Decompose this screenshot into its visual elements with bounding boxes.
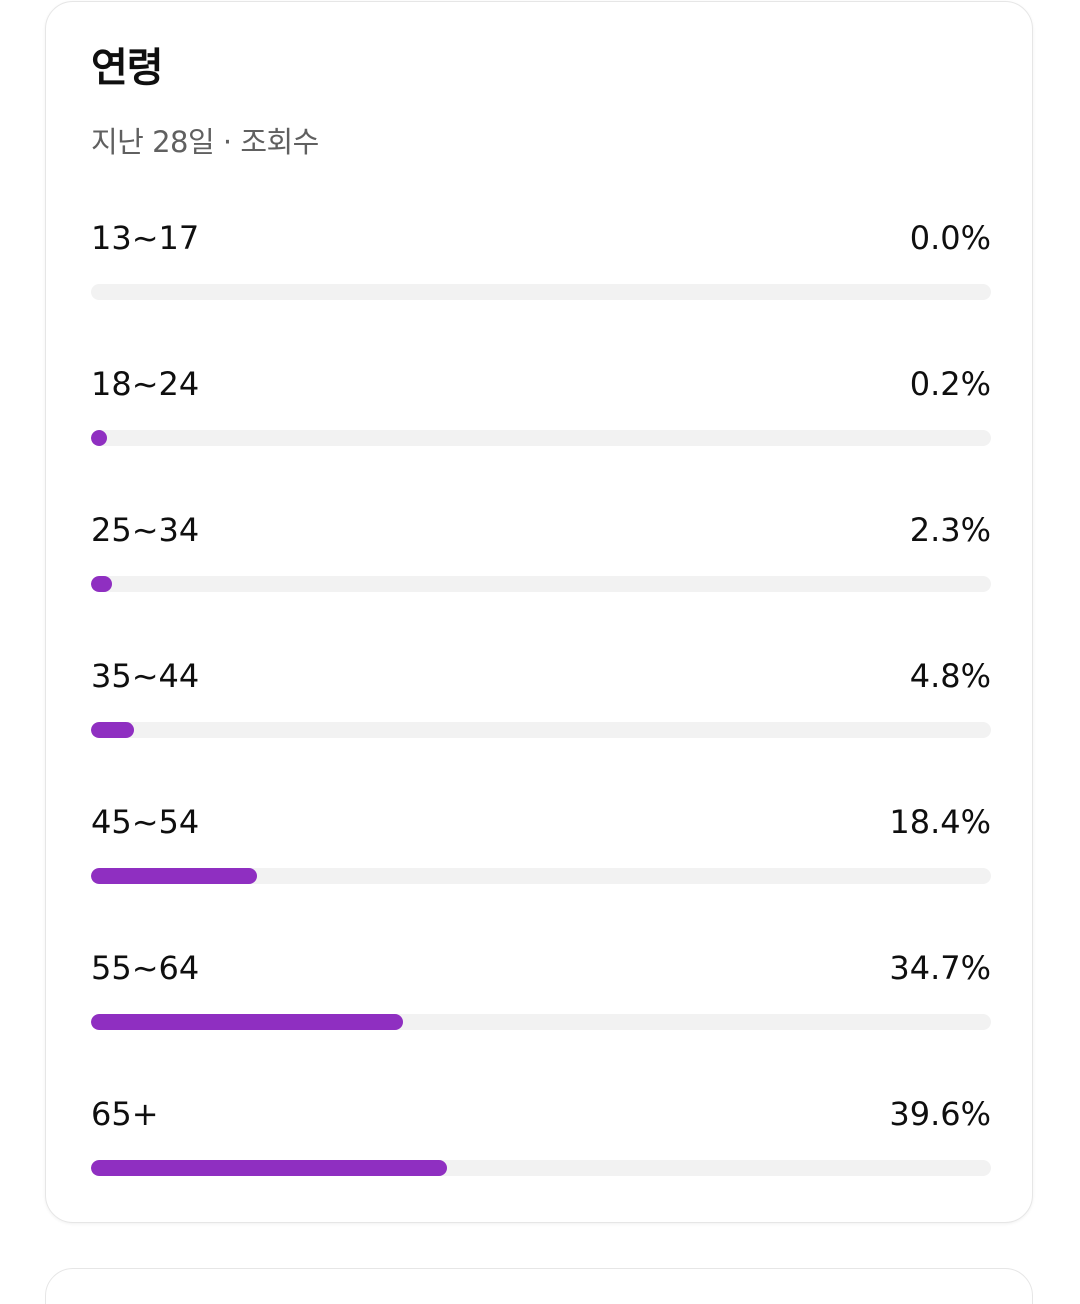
age-rows: 13~17 0.0% 18~24 0.2% 25~34 2.3% <box>91 222 991 1244</box>
age-label: 25~34 <box>91 511 200 549</box>
age-row-65-plus: 65+ 39.6% <box>91 1098 991 1244</box>
age-label: 13~17 <box>91 219 200 257</box>
age-card: 연령 지난 28일 · 조회수 13~17 0.0% 18~24 0.2% 25… <box>45 1 1033 1223</box>
progress-track <box>91 868 991 884</box>
card-title: 연령 <box>91 45 164 91</box>
age-row-45-54: 45~54 18.4% <box>91 806 991 952</box>
age-label: 18~24 <box>91 365 200 403</box>
age-row-18-24: 18~24 0.2% <box>91 368 991 514</box>
progress-fill <box>91 430 107 446</box>
age-percent: 4.8% <box>909 657 991 695</box>
progress-fill <box>91 576 112 592</box>
age-percent: 0.0% <box>909 219 991 257</box>
progress-track <box>91 1160 991 1176</box>
age-row-25-34: 25~34 2.3% <box>91 514 991 660</box>
age-row-55-64: 55~64 34.7% <box>91 952 991 1098</box>
progress-track <box>91 1014 991 1030</box>
age-label: 65+ <box>91 1095 159 1133</box>
age-label: 35~44 <box>91 657 200 695</box>
age-percent: 34.7% <box>889 949 991 987</box>
progress-track <box>91 722 991 738</box>
progress-track <box>91 284 991 300</box>
age-row-13-17: 13~17 0.0% <box>91 222 991 368</box>
progress-fill <box>91 868 257 884</box>
age-percent: 2.3% <box>909 511 991 549</box>
next-card <box>45 1268 1033 1304</box>
age-percent: 0.2% <box>909 365 991 403</box>
age-label: 55~64 <box>91 949 200 987</box>
age-percent: 39.6% <box>889 1095 991 1133</box>
progress-fill <box>91 1160 448 1176</box>
card-subtitle: 지난 28일 · 조회수 <box>91 125 319 159</box>
age-row-35-44: 35~44 4.8% <box>91 660 991 806</box>
progress-track <box>91 576 991 592</box>
progress-fill <box>91 722 135 738</box>
progress-track <box>91 430 991 446</box>
progress-fill <box>91 1014 404 1030</box>
age-percent: 18.4% <box>889 803 991 841</box>
age-label: 45~54 <box>91 803 200 841</box>
